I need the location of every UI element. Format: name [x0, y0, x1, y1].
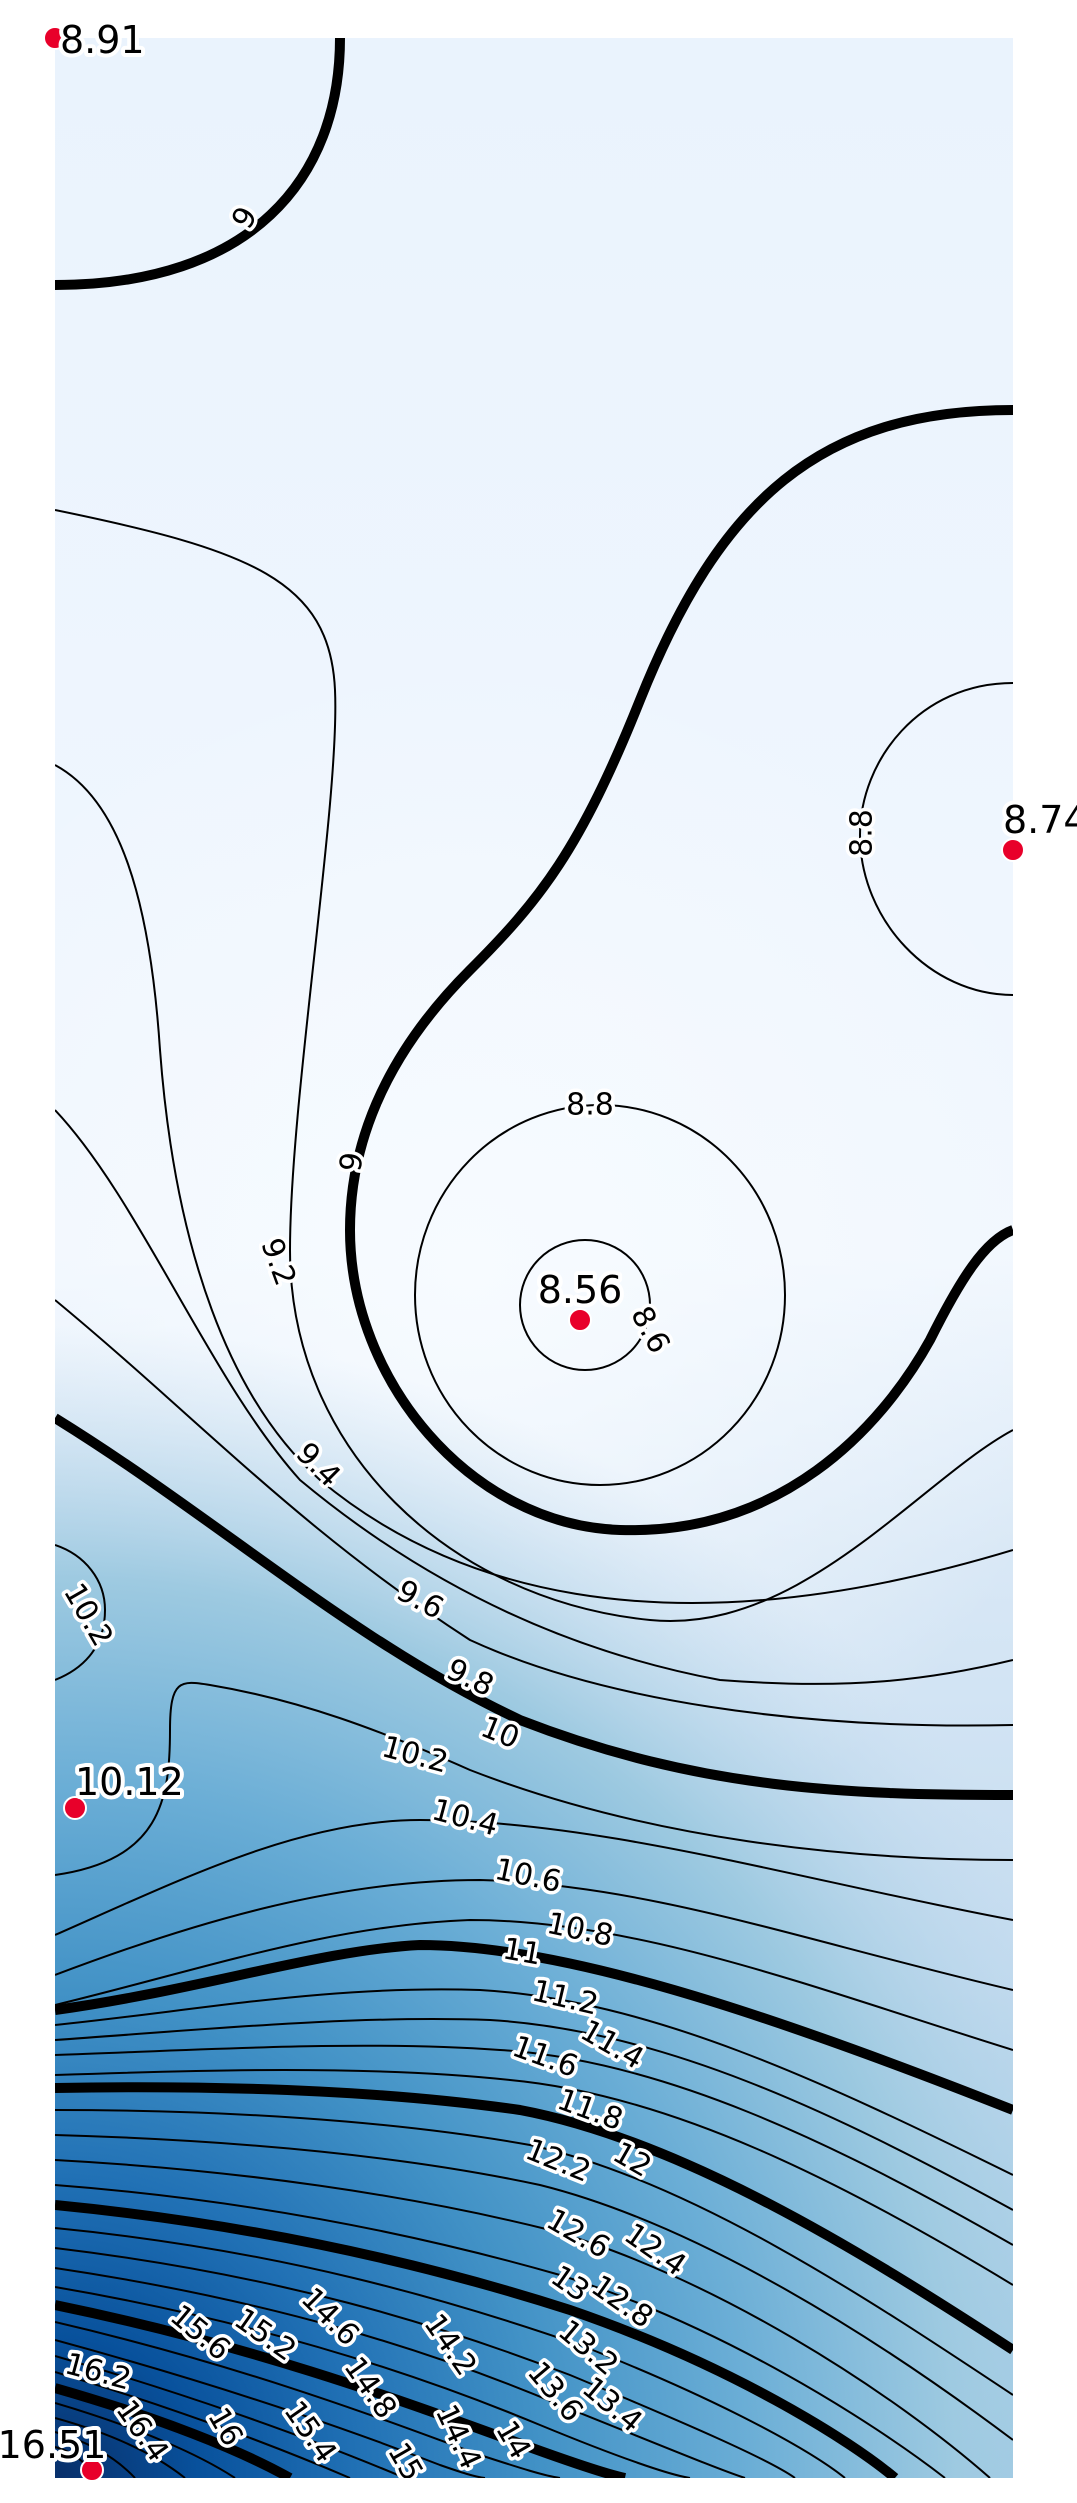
contour-line [55, 1918, 1013, 2051]
contour-line [55, 2383, 293, 2478]
contour-label: 8.8 [566, 1088, 614, 1123]
contour-line [55, 2200, 899, 2478]
contour-line [55, 2227, 846, 2478]
contour-line [858, 682, 1013, 996]
contour-line [55, 2109, 1013, 2396]
contour-line [55, 1988, 1013, 2176]
sample-point-label: 16.51 [0, 2423, 106, 2467]
sample-point [80, 2458, 104, 2482]
contour-line [55, 2267, 746, 2478]
contour-line [55, 1413, 1013, 1800]
contour-label: 8.8 [845, 809, 880, 857]
contour-line [55, 2134, 1013, 2441]
sample-point-label: 8.74 [1003, 798, 1077, 842]
contour-line [55, 2431, 136, 2478]
contour-line [55, 2044, 1013, 2246]
contour-line [519, 1239, 651, 1371]
sample-point-label: 8.56 [538, 1268, 623, 1312]
contour-line [55, 2184, 946, 2478]
contour-line [55, 2371, 351, 2478]
contour-label: 11 [500, 1931, 544, 1972]
contour-lines [55, 38, 1013, 2478]
contour-line [344, 405, 1013, 1536]
contour-line [414, 1104, 786, 1486]
contour-line [55, 1109, 1013, 1685]
contour-line [55, 2159, 991, 2478]
contour-line [55, 509, 1013, 1623]
sample-point [1001, 838, 1025, 862]
contour-line [55, 2339, 486, 2478]
contour-line [55, 2300, 627, 2478]
contour-line [55, 2417, 186, 2478]
contour-line [55, 1299, 1013, 1727]
sample-point-label: 10.12 [75, 1760, 184, 1804]
sample-point [63, 1796, 87, 1820]
contour-line [55, 2321, 561, 2478]
high-value-arcs [55, 2227, 846, 2478]
contour-line [55, 1878, 1013, 1991]
contour-line [55, 2286, 691, 2478]
contour-line [55, 2402, 236, 2478]
points-layer: 8.91 8.74 8.56 10.12 16.51 [0, 14, 1077, 2482]
contour-line [55, 764, 1013, 1604]
contour-line [55, 1818, 1013, 1936]
sample-point-label: 8.91 [60, 18, 145, 62]
sample-point [568, 1308, 592, 1332]
contour-line [55, 1681, 1013, 1876]
contour-line [55, 2355, 406, 2478]
contour-line [55, 38, 345, 290]
contour-line [55, 1939, 1013, 2115]
contour-line [55, 2069, 1013, 2286]
contour-line [55, 2018, 1013, 2211]
contour-line [55, 2082, 1013, 2355]
contour-line [55, 1544, 107, 1681]
sample-point [43, 26, 67, 50]
contour-line [55, 2247, 796, 2478]
plot-area: 98.899.28.88.69.410.2 9.69.81010.210.410.… [55, 38, 1013, 2478]
